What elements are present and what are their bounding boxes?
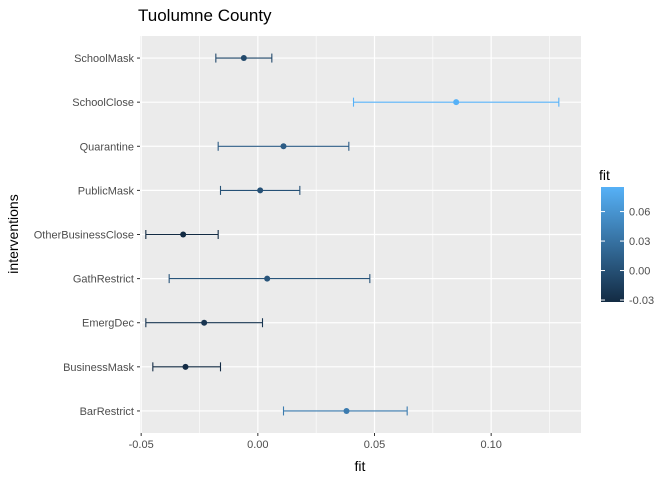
point-BusinessMask xyxy=(182,363,189,370)
y-axis-ticks: SchoolMask SchoolClose Quarantine PublicMas… xyxy=(34,53,140,418)
errorbar-EmergDec xyxy=(145,318,264,328)
y-tick-label: GathRestrict xyxy=(73,274,134,286)
errorbar-SchoolClose xyxy=(352,97,560,107)
point-GathRestrict xyxy=(264,275,271,282)
legend-colorbar xyxy=(601,187,624,302)
point-BarRestrict xyxy=(343,407,350,414)
point-PublicMask xyxy=(257,187,264,194)
chart-title: Tuolumne County xyxy=(138,6,272,25)
point-SchoolMask xyxy=(240,55,247,62)
y-tick-label: BarRestrict xyxy=(80,406,134,418)
legend-tick-label: 0.03 xyxy=(629,236,650,248)
x-axis-ticks: -0.05 0.00 0.05 0.10 xyxy=(129,433,502,451)
y-axis-title: interventions xyxy=(5,194,21,273)
errorbar-SchoolMask xyxy=(215,53,273,63)
point-OtherBusinessClose xyxy=(180,231,187,238)
point-SchoolClose xyxy=(453,99,460,106)
legend-tick-label: -0.03 xyxy=(629,295,654,307)
y-tick-label: Quarantine xyxy=(80,141,134,153)
errorbar-BusinessMask xyxy=(152,362,222,372)
y-tick-label: PublicMask xyxy=(78,185,135,197)
x-tick-label: 0.10 xyxy=(480,439,501,451)
x-tick-label: -0.05 xyxy=(129,439,154,451)
errorbar-PublicMask xyxy=(219,185,301,195)
legend-tick-label: 0.00 xyxy=(629,266,650,278)
y-tick-label: BusinessMask xyxy=(63,362,134,374)
errorbar-BarRestrict xyxy=(282,406,408,416)
point-Quarantine xyxy=(280,143,287,150)
x-axis-title: fit xyxy=(355,458,366,474)
y-tick-label: EmergDec xyxy=(82,318,134,330)
data-marks xyxy=(145,53,560,416)
errorbar-Quarantine xyxy=(217,141,350,151)
errorbar-OtherBusinessClose xyxy=(145,230,219,239)
y-tick-label: SchoolClose xyxy=(72,97,134,109)
x-tick-label: 0.05 xyxy=(364,439,385,451)
legend-tick-label: 0.06 xyxy=(629,207,650,219)
y-tick-label: SchoolMask xyxy=(74,53,134,65)
x-tick-label: 0.00 xyxy=(247,439,268,451)
legend: fit -0.03 0.00 0.03 0.06 xyxy=(599,167,654,307)
errorbar-GathRestrict xyxy=(168,274,371,284)
y-tick-label: OtherBusinessClose xyxy=(34,230,134,242)
legend-title: fit xyxy=(599,167,610,183)
point-EmergDec xyxy=(201,319,208,326)
